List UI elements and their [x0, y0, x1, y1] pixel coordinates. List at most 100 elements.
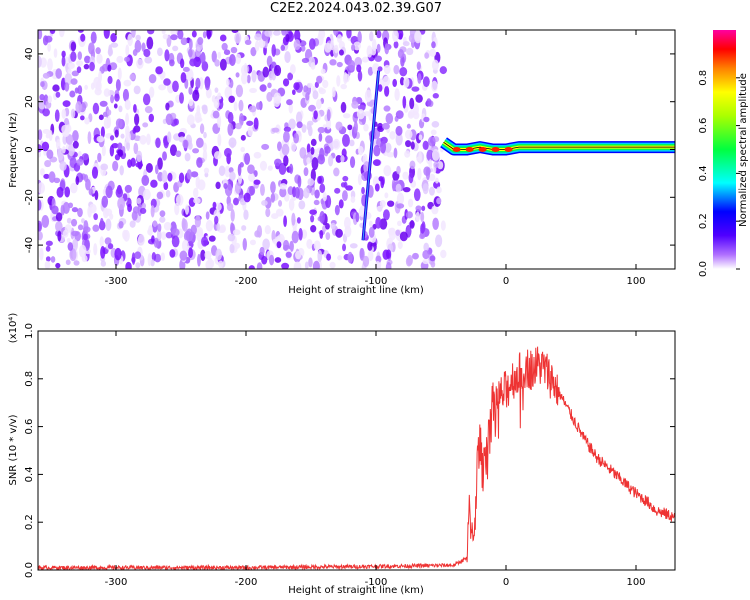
noise-blob — [151, 235, 155, 243]
noise-blob — [99, 217, 104, 230]
noise-blob — [273, 64, 282, 77]
spectrogram-x-tick-label: -300 — [105, 276, 128, 287]
noise-blob — [150, 259, 155, 267]
noise-blob — [211, 50, 217, 63]
noise-blob — [253, 151, 262, 159]
noise-blob — [163, 181, 169, 191]
noise-blob — [389, 130, 396, 140]
noise-blob — [283, 215, 287, 228]
noise-blob — [129, 220, 136, 228]
noise-blob — [80, 115, 85, 121]
noise-blob — [136, 150, 143, 163]
noise-blob — [70, 41, 77, 52]
noise-blob — [293, 39, 301, 51]
noise-blob — [118, 220, 124, 229]
noise-blob — [417, 167, 422, 181]
noise-blob — [116, 55, 124, 64]
noise-blob — [336, 34, 343, 43]
noise-blob — [193, 197, 201, 204]
noise-blob — [380, 140, 387, 154]
noise-blob — [241, 72, 248, 85]
noise-blob — [135, 34, 141, 41]
noise-blob — [67, 68, 72, 74]
colorbar-ticks: 0.0 0.2 0.4 0.6 0.8 — [698, 70, 740, 277]
noise-blob — [367, 66, 374, 76]
figure-title: C2E2.2024.043.02.39.G07 — [269, 1, 443, 16]
noise-blob — [395, 110, 404, 119]
noise-blob — [87, 131, 92, 145]
noise-blob — [295, 111, 303, 125]
spectrogram-y-tick-label: -20 — [24, 189, 35, 205]
noise-blob — [347, 59, 356, 71]
noise-blob — [57, 230, 62, 242]
noise-blob — [303, 187, 310, 199]
noise-blob — [231, 30, 239, 34]
noise-blob — [77, 85, 83, 95]
noise-blob — [70, 182, 78, 194]
noise-blob — [78, 244, 87, 258]
spectrogram-streak — [361, 70, 381, 241]
noise-blob — [256, 262, 263, 269]
noise-blob — [404, 150, 411, 158]
noise-blob — [259, 84, 267, 92]
noise-blob — [77, 30, 84, 33]
noise-blob — [101, 195, 109, 208]
noise-blob — [411, 86, 420, 92]
noise-blob — [136, 58, 144, 70]
noise-blob — [38, 55, 42, 68]
noise-blob — [368, 226, 375, 238]
noise-blob — [157, 223, 162, 232]
noise-blob — [306, 238, 313, 249]
noise-blob — [394, 88, 400, 101]
noise-blob — [197, 253, 201, 267]
noise-blob — [218, 260, 224, 269]
noise-blob — [113, 103, 118, 109]
noise-blob — [202, 149, 208, 162]
noise-blob — [214, 59, 220, 67]
snr-panel: -300 -200 -100 0 100 0.0 0.2 0.4 0.6 0.8 1.0 Heig… — [8, 313, 676, 596]
noise-blob — [109, 145, 115, 157]
noise-blob — [179, 58, 185, 69]
noise-blob — [241, 225, 247, 231]
noise-blob — [433, 161, 440, 168]
noise-blob — [424, 52, 430, 59]
noise-blob — [246, 74, 251, 84]
noise-blob — [383, 64, 391, 75]
noise-blob — [307, 82, 313, 88]
noise-blob — [197, 179, 206, 191]
noise-blob — [144, 106, 153, 114]
noise-blob — [261, 143, 270, 150]
noise-blob — [422, 140, 429, 150]
noise-blob — [38, 129, 43, 141]
snr-y-tick-label: 0.6 — [24, 419, 35, 435]
noise-blob — [179, 92, 184, 104]
noise-blob — [123, 79, 132, 87]
noise-blob — [190, 171, 199, 178]
noise-blob — [45, 240, 53, 247]
noise-blob — [234, 182, 242, 194]
noise-blob — [155, 137, 161, 149]
noise-blob — [375, 216, 382, 229]
noise-blob — [422, 249, 430, 260]
noise-blob — [396, 165, 401, 175]
noise-blob — [271, 127, 280, 133]
noise-blob — [217, 92, 222, 102]
noise-blob — [349, 156, 356, 169]
noise-blob — [429, 255, 436, 262]
noise-blob — [357, 70, 363, 82]
noise-blob — [80, 33, 86, 42]
noise-blob — [180, 37, 188, 46]
noise-blob — [188, 98, 194, 107]
colorbar-tick-label: 0.8 — [698, 70, 709, 86]
noise-blob — [210, 259, 215, 268]
noise-blob — [213, 151, 222, 160]
noise-blob — [101, 145, 106, 157]
noise-blob — [422, 76, 430, 88]
noise-blob — [439, 66, 448, 75]
noise-blob — [95, 47, 101, 55]
noise-blob — [395, 229, 401, 236]
noise-blob — [288, 103, 293, 114]
noise-blob — [172, 80, 179, 93]
noise-blob — [374, 183, 380, 192]
noise-blob — [162, 33, 169, 40]
